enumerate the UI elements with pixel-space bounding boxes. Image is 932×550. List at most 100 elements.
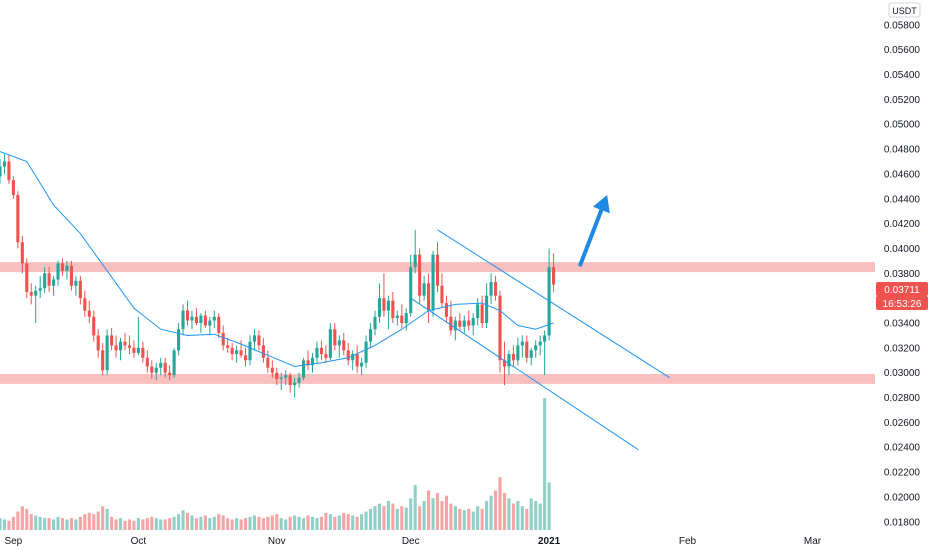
candle-body: [382, 298, 386, 311]
candle-body: [177, 329, 181, 351]
candle: [257, 330, 261, 351]
volume-bar: [56, 516, 60, 530]
volume-bar: [7, 520, 11, 530]
candle-body: [78, 280, 82, 299]
candle: [395, 310, 399, 326]
volume-bar: [516, 500, 520, 530]
candle-body: [511, 354, 515, 361]
candle: [105, 329, 109, 376]
volume-bar: [34, 515, 38, 530]
channel-lower-line[interactable]: [410, 297, 639, 451]
volume-bar: [373, 506, 377, 530]
candle-body: [502, 360, 507, 367]
candle: [185, 300, 190, 326]
candle: [360, 357, 364, 376]
volume-bars-layer: [0, 398, 551, 530]
volume-bar: [239, 519, 243, 530]
candle-body: [328, 329, 332, 358]
candle: [16, 191, 20, 249]
candle: [511, 345, 515, 367]
candle-body: [0, 166, 2, 177]
candle-body: [221, 332, 225, 346]
volume-bar: [127, 519, 132, 530]
price-tick-label: 0.03800: [884, 269, 921, 280]
candle-body: [43, 273, 47, 289]
channel-upper-line[interactable]: [437, 229, 670, 379]
price-tick-label: 0.01800: [884, 517, 921, 528]
candle-body: [279, 377, 283, 379]
volume-bar: [529, 498, 533, 530]
candle: [328, 323, 332, 361]
target-arrow-shaft[interactable]: [578, 207, 604, 267]
candle: [471, 313, 475, 336]
candle-body: [458, 320, 462, 327]
volume-bar: [118, 518, 123, 530]
candle: [159, 357, 163, 376]
candle: [212, 310, 216, 328]
candle: [123, 332, 127, 351]
candle-body: [346, 350, 350, 361]
volume-bar: [29, 514, 33, 530]
candle: [462, 315, 466, 333]
candle: [386, 295, 390, 330]
candle-body: [208, 320, 212, 326]
candle: [346, 342, 350, 366]
volume-bar: [493, 490, 498, 530]
candle-body: [34, 290, 38, 296]
volume-bar: [96, 511, 100, 530]
volume-bar: [328, 514, 332, 530]
candle-body: [485, 295, 489, 324]
candle-body: [226, 345, 230, 348]
volume-bar: [435, 493, 440, 530]
candle: [288, 372, 292, 393]
support-zone: [0, 373, 875, 384]
candle-body: [217, 316, 221, 333]
candle: [493, 275, 498, 301]
candle: [270, 360, 274, 378]
candle: [132, 340, 136, 358]
candle-body: [351, 354, 355, 361]
volume-bar: [444, 495, 448, 530]
candle: [83, 290, 87, 317]
volume-bar: [208, 518, 212, 530]
volume-bar: [65, 519, 69, 530]
candle: [480, 295, 484, 328]
candle: [203, 310, 207, 328]
price-tick-label: 0.02200: [884, 468, 921, 479]
volume-bar: [480, 508, 484, 530]
candle: [391, 291, 395, 324]
volume-bar: [69, 518, 73, 530]
price-tick-label: 0.04800: [884, 145, 921, 156]
candle: [418, 248, 422, 305]
candle: [43, 267, 47, 294]
candle: [230, 342, 234, 361]
currency-badge[interactable]: USDT: [888, 2, 921, 18]
target-arrow-head[interactable]: [592, 195, 610, 214]
candle-body: [60, 263, 65, 271]
candle: [529, 347, 533, 366]
candle: [47, 267, 51, 292]
candle-body: [427, 283, 431, 311]
volume-bar: [440, 500, 444, 530]
candle-body: [462, 320, 466, 327]
candle-body: [275, 372, 279, 379]
candle: [404, 308, 408, 331]
price-tick-label: 0.05400: [884, 70, 921, 81]
candle-body: [400, 315, 404, 324]
candle: [440, 273, 444, 309]
candle: [284, 370, 288, 386]
volume-bar: [181, 510, 185, 530]
price-tick-label: 0.04200: [884, 219, 921, 230]
volume-bar: [243, 518, 248, 530]
candle: [427, 273, 431, 324]
volume-bar: [422, 500, 426, 530]
overlays-layer: [0, 151, 670, 451]
candle-body: [92, 316, 96, 336]
candle: [7, 155, 11, 184]
volume-bar: [266, 516, 270, 530]
candle-body: [377, 298, 382, 317]
time-tick-label: Sep: [4, 536, 22, 547]
volume-bar: [498, 477, 502, 530]
candle-body: [409, 267, 413, 314]
